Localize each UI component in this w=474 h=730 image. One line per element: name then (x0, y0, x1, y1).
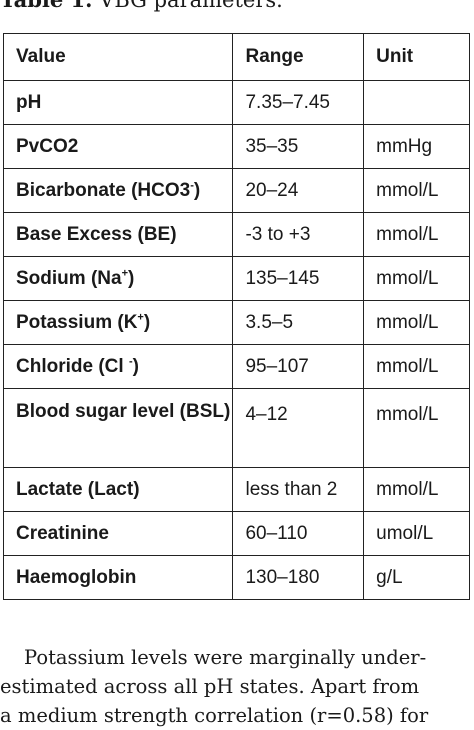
cell-range: 135–145 (232, 256, 365, 301)
caption-label: Table 1. (0, 0, 92, 12)
cell-value: Haemoglobin (2, 555, 234, 600)
cell-unit: mmol/L (363, 168, 470, 213)
table-row: Blood sugar level (BSL) 4–12 mmol/L (2, 388, 470, 468)
body-line-1: Potassium levels were marginally under- (24, 646, 427, 669)
cell-value: Base Excess (BE) (2, 212, 234, 257)
cell-range: 4–12 (232, 388, 365, 468)
caption-text: VBG parameters. (99, 0, 283, 12)
cell-unit: g/L (363, 555, 470, 600)
vbg-parameters-table: Value Range Unit pH 7.35–7.45 PvCO2 35–3… (2, 33, 470, 600)
cell-value: Chloride (Cl -) (2, 344, 234, 389)
cell-range: -3 to +3 (232, 212, 365, 257)
table-row: Chloride (Cl -) 95–107 mmol/L (2, 344, 470, 389)
cell-value: Bicarbonate (HCO3-) (2, 168, 234, 213)
cell-value: Potassium (K+) (2, 300, 234, 345)
cell-value: Blood sugar level (BSL) (2, 388, 234, 468)
cell-value: Creatinine (2, 511, 234, 556)
body-line-2: estimated across all pH states. Apart fr… (0, 675, 420, 698)
cell-range: 20–24 (232, 168, 365, 213)
cell-range: 130–180 (232, 555, 365, 600)
cell-unit: mmol/L (363, 300, 470, 345)
body-paragraph: Potassium levels were marginally under- … (0, 643, 474, 730)
table-row: PvCO2 35–35 mmHg (2, 124, 470, 169)
cell-value: Sodium (Na+) (2, 256, 234, 301)
table-row: Potassium (K+) 3.5–5 mmol/L (2, 300, 470, 345)
cell-unit: mmol/L (363, 256, 470, 301)
cell-unit: mmol/L (363, 344, 470, 389)
table-row: Bicarbonate (HCO3-) 20–24 mmol/L (2, 168, 470, 213)
table-row: Sodium (Na+) 135–145 mmol/L (2, 256, 470, 301)
cell-unit: umol/L (363, 511, 470, 556)
cell-unit: mmHg (363, 124, 470, 169)
table-caption: Table 1. VBG parameters. (0, 0, 283, 12)
cell-unit: mmol/L (363, 467, 470, 512)
header-range: Range (232, 33, 365, 81)
header-value: Value (2, 33, 234, 81)
cell-range: less than 2 (232, 467, 365, 512)
cell-range: 3.5–5 (232, 300, 365, 345)
header-unit: Unit (363, 33, 470, 81)
table-row: pH 7.35–7.45 (2, 80, 470, 125)
cell-unit (363, 80, 470, 125)
cell-unit: mmol/L (363, 388, 470, 468)
table-row: Lactate (Lact) less than 2 mmol/L (2, 467, 470, 512)
cell-range: 35–35 (232, 124, 365, 169)
body-line-3: a medium strength correlation (r=0.58) f… (0, 704, 429, 727)
cell-value: Lactate (Lact) (2, 467, 234, 512)
table-row: Haemoglobin 130–180 g/L (2, 555, 470, 600)
cell-value: PvCO2 (2, 124, 234, 169)
table-header-row: Value Range Unit (2, 33, 470, 81)
cell-value: pH (2, 80, 234, 125)
cell-range: 95–107 (232, 344, 365, 389)
table-row: Creatinine 60–110 umol/L (2, 511, 470, 556)
table-row: Base Excess (BE) -3 to +3 mmol/L (2, 212, 470, 257)
cell-unit: mmol/L (363, 212, 470, 257)
cell-range: 7.35–7.45 (232, 80, 365, 125)
cell-range: 60–110 (232, 511, 365, 556)
